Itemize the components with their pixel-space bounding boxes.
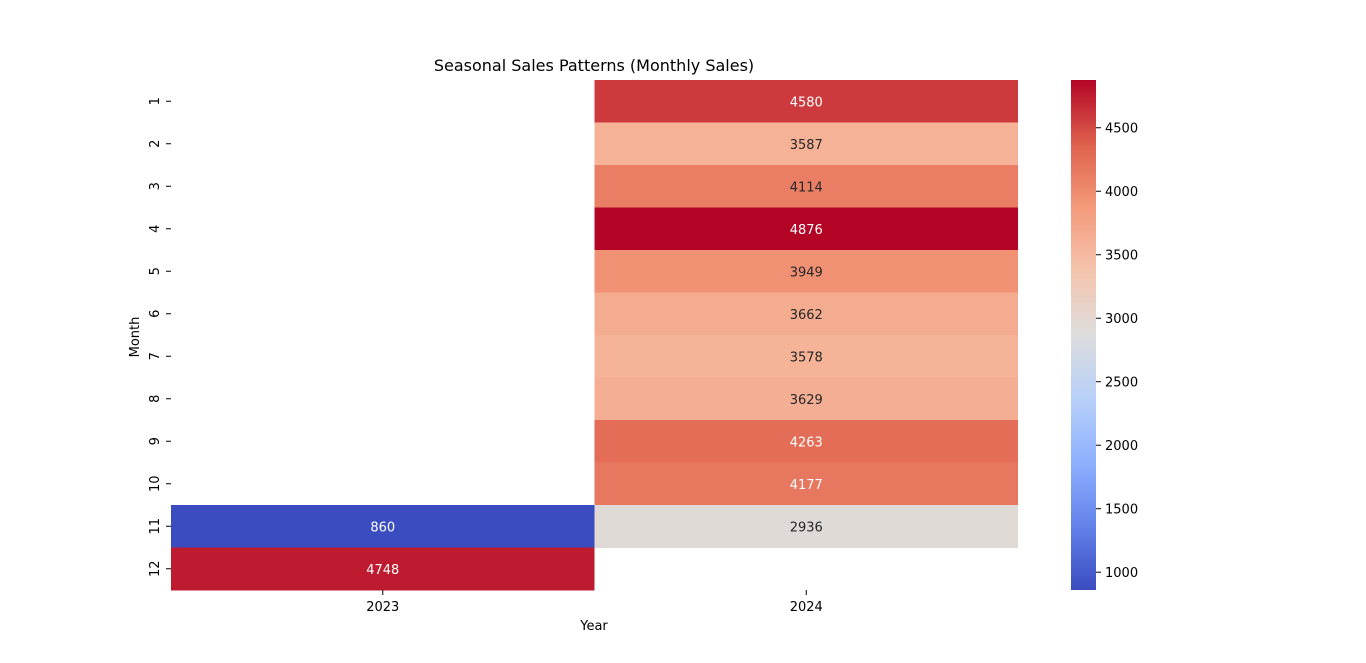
y-axis-label: Month [128, 317, 143, 358]
chart-title: Seasonal Sales Patterns (Monthly Sales) [434, 56, 754, 75]
cell-value-label: 3949 [790, 265, 823, 280]
y-tick-label: 2 [148, 140, 163, 148]
cell-value-label: 4876 [790, 223, 823, 238]
cell-value-label: 4263 [790, 435, 823, 450]
x-axis-label: Year [579, 619, 608, 634]
heatmap-cell [594, 80, 1018, 123]
y-tick-label: 11 [148, 518, 163, 535]
heatmap-cell [594, 420, 1018, 463]
heatmap-cell [594, 207, 1018, 251]
cell-value-label: 4177 [790, 478, 823, 493]
cell-value-label: 860 [370, 520, 395, 535]
colorbar-gradient [1071, 80, 1096, 590]
y-tick-label: 7 [148, 352, 163, 360]
colorbar-tick-label: 1500 [1105, 503, 1138, 518]
heatmap-cell [594, 377, 1018, 421]
cell-value-label: 4580 [790, 95, 823, 110]
cell-value-label: 3578 [790, 350, 823, 365]
y-tick-label: 1 [148, 97, 163, 105]
y-tick-label: 10 [148, 475, 163, 492]
y-tick-label: 3 [148, 182, 163, 190]
heatmap-cell [171, 547, 595, 591]
x-tick-label: 2023 [366, 600, 399, 615]
y-tick-label: 4 [148, 225, 163, 233]
x-axis-ticks: 2023 2024 [366, 590, 823, 615]
x-tick-label: 2024 [790, 600, 823, 615]
colorbar-tick-label: 3500 [1105, 249, 1138, 264]
colorbar-tick-label: 3000 [1105, 312, 1138, 327]
heatmap-cell [594, 122, 1018, 166]
y-tick-label: 9 [148, 437, 163, 445]
cell-value-label: 3629 [790, 393, 823, 408]
heatmap-cell [594, 292, 1018, 336]
cell-value-label: 3587 [790, 138, 823, 153]
heatmap-cells: 4580 3587 4114 4876 3949 3662 3578 3629 4263 4177… [171, 80, 1018, 591]
heatmap-cell [594, 335, 1018, 378]
y-tick-label: 5 [148, 267, 163, 275]
heatmap-cell [594, 505, 1018, 548]
colorbar-tick-label: 2500 [1105, 376, 1138, 391]
heatmap-cell [594, 165, 1018, 208]
colorbar-tick-label: 4500 [1105, 122, 1138, 137]
cell-value-label: 4114 [790, 180, 823, 195]
cell-value-label: 4748 [366, 563, 399, 578]
heatmap-cell [171, 505, 595, 548]
colorbar-tick-label: 2000 [1105, 439, 1138, 454]
colorbar-tick-label: 4000 [1105, 185, 1138, 200]
cell-value-label: 3662 [790, 308, 823, 323]
y-tick-label: 6 [148, 310, 163, 318]
cell-value-label: 2936 [790, 520, 823, 535]
colorbar: 1000 1500 2000 2500 3000 3500 4000 4500 [1071, 80, 1138, 590]
y-tick-label: 8 [148, 395, 163, 403]
colorbar-tick-label: 1000 [1105, 566, 1138, 581]
heatmap-cell [594, 250, 1018, 293]
y-tick-label: 12 [148, 560, 163, 577]
heatmap-cell [594, 462, 1018, 506]
